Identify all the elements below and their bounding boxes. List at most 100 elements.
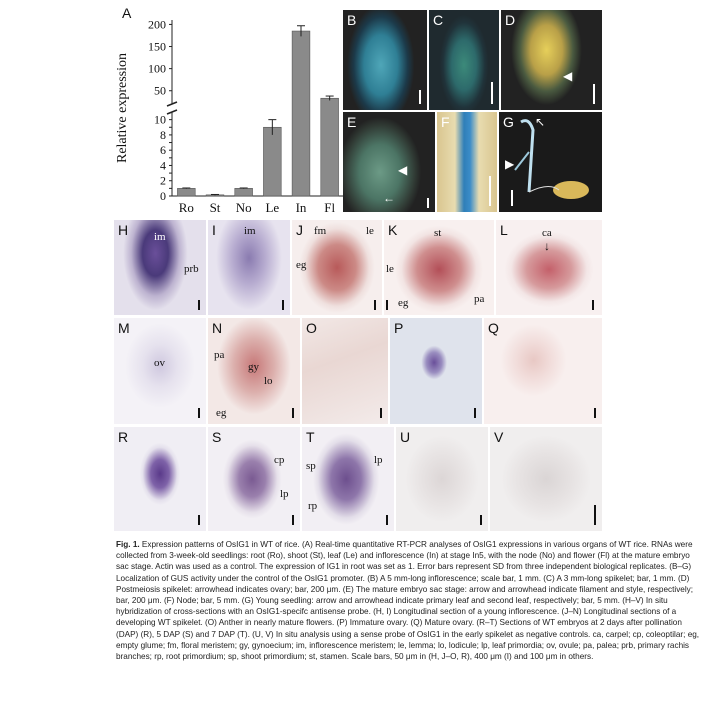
x-tick-label: No [236,200,252,215]
expression-bar-chart: 0 2 4 6 8 10 50 100 150 200 Relative expression Ro S… [112,6,352,218]
ann-t-sp: sp [306,460,316,472]
ann-k-le: le [386,263,394,275]
primary-leaf-arrow-icon: ↖ [535,115,546,129]
panel-m-photo: M ov [114,318,206,424]
y-tick-label: 100 [148,62,166,76]
ovary-arrowhead-icon: ◀ [563,69,573,83]
panel-b-photo: B [343,10,427,110]
scale-bar-s [292,515,294,525]
bar-in [291,30,311,197]
second-leaf-arrowhead-icon: ▶ [505,157,515,171]
panel-label-s: S [212,429,222,445]
ann-k-st: st [434,227,442,239]
scale-bar-n [292,408,294,418]
ann-n-lo: lo [264,375,273,387]
scale-bar-o [380,408,382,418]
panel-l-photo: L ca ↓ [496,220,602,315]
panel-label-g: G [503,114,514,130]
y-tick-label: 50 [154,84,166,98]
x-tick-label: In [296,200,307,215]
panel-d-photo: D ◀ [501,10,602,110]
axis-break-mark [166,109,178,115]
panel-label-j: J [296,222,303,238]
panel-label-p: P [394,320,404,336]
axis-break-mark [166,101,178,107]
ann-k-eg: eg [398,297,409,309]
panel-label-m: M [118,320,130,336]
scale-bar-g [511,190,513,206]
scale-bar-r [198,515,200,525]
carpel-arrow-icon: ↓ [544,239,550,253]
ann-i-im: im [244,225,256,237]
scale-bar-d [593,84,595,104]
panel-n-photo: N pa gy lo eg [208,318,300,424]
panel-k-photo: K st le eg pa [384,220,494,315]
style-arrowhead-icon: ◀ [398,163,408,177]
ann-n-eg: eg [216,407,227,419]
panel-label-i: I [212,222,216,238]
panel-j-photo: J fm le eg [292,220,382,315]
panel-label-u: U [400,429,411,445]
panel-label-c: C [433,12,444,28]
scale-bar-c [491,82,493,104]
panel-t-photo: T sp lp rp [302,427,394,531]
ann-l-ca: ca [542,227,552,239]
caption-text: Expression patterns of OsIG1 in WT of ri… [116,540,700,662]
panel-label-t: T [306,429,315,445]
ann-k-pa: pa [474,293,485,305]
scale-bar-p [474,408,476,418]
ann-h-im: im [154,231,166,243]
panel-label-o: O [306,320,317,336]
y-tick-label: 2 [160,174,166,188]
filament-arrow-icon: ← [383,191,395,205]
panel-v-photo: V [490,427,602,531]
ann-j-eg: eg [296,259,307,271]
y-tick-label: 6 [160,143,166,157]
scale-bar-q [594,408,596,418]
figure-caption: Fig. 1. Expression patterns of OsIG1 in … [116,539,702,662]
scale-bar-i [282,300,284,310]
bar-le [263,126,282,197]
y-tick-label: 0 [160,189,166,203]
y-tick-label: 200 [148,17,166,31]
ann-m-ov: ov [154,357,165,369]
scale-bar-j [374,300,376,310]
ann-h-prb: prb [184,263,199,275]
y-tick-label: 8 [160,128,166,142]
panel-label-k: K [388,222,398,238]
y-axis-label: Relative expression [115,53,130,163]
scale-bar-v [594,505,596,525]
panel-label-r: R [118,429,129,445]
panel-c-photo: C [429,10,499,110]
panel-label-h: H [118,222,129,238]
ann-s-cp: cp [274,454,285,466]
x-tick-label: Ro [179,200,194,215]
panel-p-photo: P [390,318,482,424]
y-tick-label: 4 [160,158,166,172]
panel-h-photo: H im prb [114,220,206,315]
panel-label-l: L [500,222,508,238]
scale-bar-k [386,300,388,310]
scale-bar-h [198,300,200,310]
bar-ro [177,188,196,197]
panel-o-photo: O [302,318,388,424]
panel-e-photo: E ◀ ← [343,112,435,212]
panel-label-b: B [347,12,357,28]
panel-s-photo: S cp lp [208,427,300,531]
bar-fl [320,97,339,197]
panel-q-photo: Q [484,318,602,424]
panel-r-photo: R [114,427,206,531]
panel-label-e: E [347,114,357,130]
y-tick-label: 10 [154,113,166,127]
ann-j-le: le [366,225,374,237]
seedling-drawing [514,119,589,199]
panel-label-d: D [505,12,516,28]
scale-bar-l [592,300,594,310]
figure-number: Fig. 1. [116,540,140,549]
panel-label-v: V [494,429,504,445]
ann-n-gy: gy [248,361,259,373]
scale-bar-u [480,515,482,525]
panel-g-photo: G ↖ ▶ [499,112,602,212]
ann-j-fm: fm [314,225,327,237]
